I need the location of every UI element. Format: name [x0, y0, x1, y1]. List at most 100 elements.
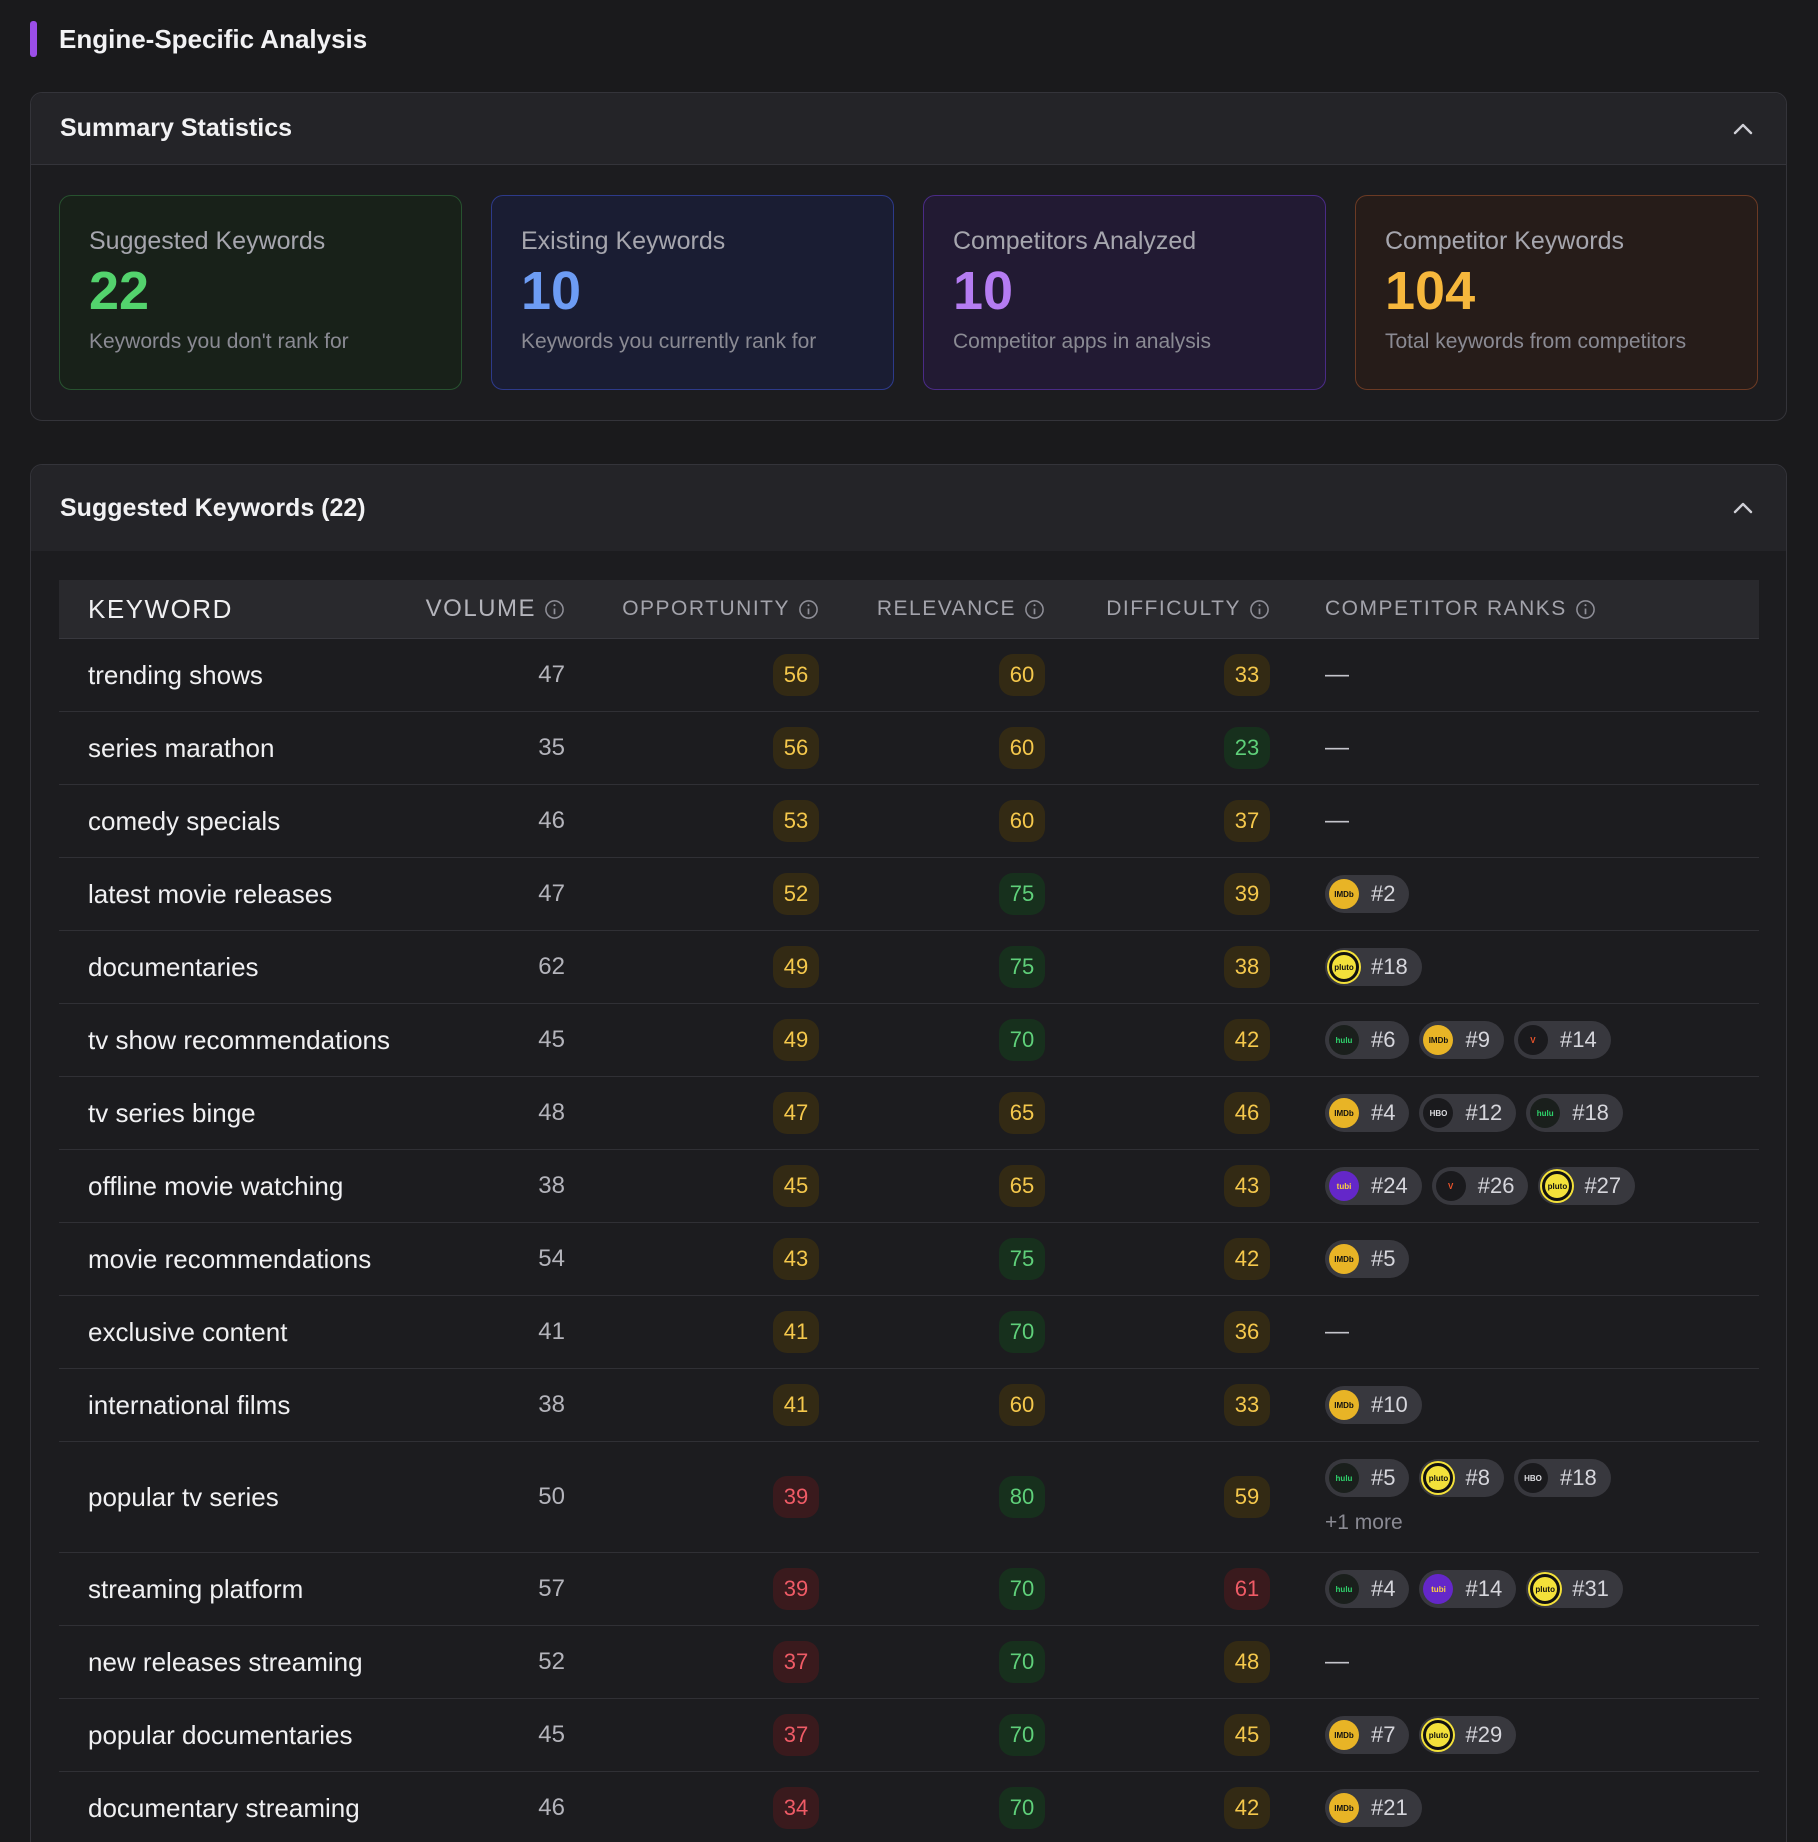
- info-icon[interactable]: [1249, 599, 1270, 620]
- competitor-rank-chip[interactable]: hulu #6: [1325, 1021, 1410, 1059]
- competitor-rank-chip[interactable]: hulu #18: [1526, 1094, 1623, 1132]
- summary-panel-header[interactable]: Summary Statistics: [31, 93, 1786, 165]
- table-row[interactable]: offline movie watching 38 45 65 43 tubi #24 V #2…: [59, 1150, 1759, 1223]
- volume-cell: 45: [538, 1026, 565, 1053]
- col-header-difficulty[interactable]: DIFFICULTY: [1045, 597, 1270, 621]
- table-row[interactable]: new releases streaming 52 37 70 48 —: [59, 1626, 1759, 1699]
- chevron-up-icon[interactable]: [1730, 495, 1756, 521]
- col-label: KEYWORD: [88, 593, 233, 624]
- table-row[interactable]: trending shows 47 56 60 33 —: [59, 639, 1759, 712]
- competitor-rank-chip[interactable]: IMDb #21: [1325, 1789, 1422, 1827]
- keyword-cell: exclusive content: [88, 1316, 288, 1347]
- competitor-rank-chip[interactable]: pluto #8: [1419, 1459, 1504, 1497]
- chevron-up-icon[interactable]: [1730, 116, 1756, 142]
- volume-cell: 47: [538, 661, 565, 688]
- table-row[interactable]: documentary streaming 46 34 70 42 IMDb #21: [59, 1772, 1759, 1842]
- competitor-rank-chip[interactable]: HBO #12: [1419, 1094, 1517, 1132]
- competitor-rank-chip[interactable]: IMDb #7: [1325, 1716, 1410, 1754]
- info-icon[interactable]: [1024, 599, 1045, 620]
- col-header-competitor-ranks[interactable]: COMPETITOR RANKS: [1270, 597, 1759, 621]
- rank-value: #5: [1371, 1465, 1396, 1490]
- more-ranks-link[interactable]: +1 more: [1325, 1511, 1403, 1534]
- relevance-cell: 60: [819, 800, 1045, 842]
- pluto-logo-icon: pluto: [1423, 1463, 1454, 1493]
- difficulty-score-badge: 46: [1224, 1092, 1270, 1134]
- info-icon[interactable]: [798, 599, 819, 620]
- relevance-score-badge: 60: [999, 727, 1045, 769]
- competitor-rank-chip[interactable]: pluto #31: [1526, 1570, 1623, 1608]
- competitor-rank-chip[interactable]: IMDb #9: [1419, 1021, 1504, 1059]
- empty-rank: —: [1325, 661, 1349, 688]
- competitor-rank-chip[interactable]: V #14: [1513, 1021, 1611, 1059]
- competitor-rank-chip[interactable]: tubi #14: [1419, 1570, 1517, 1608]
- volume-cell: 47: [538, 880, 565, 907]
- competitor-rank-chip[interactable]: V #26: [1431, 1167, 1529, 1205]
- col-header-relevance[interactable]: RELEVANCE: [819, 597, 1045, 621]
- info-icon[interactable]: [1575, 599, 1596, 620]
- opportunity-score-badge: 39: [773, 1568, 819, 1610]
- competitor-rank-chip[interactable]: tubi #24: [1325, 1167, 1422, 1205]
- table-row[interactable]: popular documentaries 45 37 70 45 IMDb #7 pluto…: [59, 1699, 1759, 1772]
- competitor-ranks-cell: —: [1270, 1648, 1759, 1676]
- competitor-ranks-cell: hulu #6 IMDb #9 V #14: [1270, 1021, 1759, 1059]
- rank-chips: IMDb #10: [1325, 1386, 1759, 1424]
- competitor-rank-chip[interactable]: IMDb #2: [1325, 875, 1410, 913]
- rank-value: #4: [1371, 1576, 1396, 1601]
- competitor-rank-chip[interactable]: pluto #27: [1538, 1167, 1636, 1205]
- difficulty-score-badge: 38: [1224, 946, 1270, 988]
- opportunity-cell: 53: [565, 800, 819, 842]
- keywords-panel-header[interactable]: Suggested Keywords (22): [31, 465, 1786, 551]
- section-header: Engine-Specific Analysis: [30, 21, 367, 57]
- table-row[interactable]: comedy specials 46 53 60 37 —: [59, 785, 1759, 858]
- difficulty-score-badge: 39: [1224, 873, 1270, 915]
- relevance-cell: 70: [819, 1019, 1045, 1061]
- col-header-opportunity[interactable]: OPPORTUNITY: [565, 597, 819, 621]
- opportunity-score-badge: 45: [773, 1165, 819, 1207]
- table-row[interactable]: exclusive content 41 41 70 36 —: [59, 1296, 1759, 1369]
- relevance-score-badge: 70: [999, 1641, 1045, 1683]
- rank-chips: IMDb #2: [1325, 875, 1759, 913]
- competitor-rank-chip[interactable]: IMDb #10: [1325, 1386, 1422, 1424]
- summary-title: Summary Statistics: [60, 114, 293, 142]
- opportunity-cell: 39: [565, 1476, 819, 1518]
- stat-card-suggested: Suggested Keywords 22 Keywords you don't…: [59, 195, 462, 390]
- table-row[interactable]: documentaries 62 49 75 38 pluto #18: [59, 931, 1759, 1004]
- col-header-volume[interactable]: VOLUME: [415, 595, 565, 623]
- difficulty-score-badge: 61: [1224, 1568, 1270, 1610]
- hbo-logo-icon: HBO: [1423, 1098, 1454, 1128]
- table-row[interactable]: tv show recommendations 45 49 70 42 hulu #6 IMD…: [59, 1004, 1759, 1077]
- competitor-rank-chip[interactable]: hulu #5: [1325, 1459, 1410, 1497]
- col-header-keyword[interactable]: KEYWORD: [59, 594, 415, 625]
- opportunity-cell: 56: [565, 654, 819, 696]
- rank-value: #4: [1371, 1100, 1396, 1125]
- pluto-logo-icon: pluto: [1542, 1171, 1573, 1201]
- competitor-rank-chip[interactable]: pluto #18: [1325, 948, 1422, 986]
- table-row[interactable]: series marathon 35 56 60 23 —: [59, 712, 1759, 785]
- competitor-rank-chip[interactable]: HBO #18: [1513, 1459, 1611, 1497]
- difficulty-cell: 33: [1045, 1384, 1270, 1426]
- competitor-rank-chip[interactable]: pluto #29: [1419, 1716, 1517, 1754]
- opportunity-cell: 37: [565, 1714, 819, 1756]
- difficulty-score-badge: 48: [1224, 1641, 1270, 1683]
- relevance-score-badge: 70: [999, 1787, 1045, 1829]
- competitor-rank-chip[interactable]: IMDb #4: [1325, 1094, 1410, 1132]
- keyword-cell: trending shows: [88, 659, 263, 690]
- table-row[interactable]: popular tv series 50 39 80 59 hulu #5 pluto #8 HB…: [59, 1442, 1759, 1553]
- rank-value: #24: [1371, 1173, 1408, 1198]
- opportunity-score-badge: 37: [773, 1714, 819, 1756]
- competitor-rank-chip[interactable]: hulu #4: [1325, 1570, 1410, 1608]
- table-row[interactable]: latest movie releases 47 52 75 39 IMDb #2: [59, 858, 1759, 931]
- difficulty-cell: 48: [1045, 1641, 1270, 1683]
- table-row[interactable]: movie recommendations 54 43 75 42 IMDb #5: [59, 1223, 1759, 1296]
- volume-cell: 62: [538, 953, 565, 980]
- table-row[interactable]: streaming platform 57 39 70 61 hulu #4 tubi #14 p…: [59, 1553, 1759, 1626]
- rank-chips: IMDb #5: [1325, 1240, 1759, 1278]
- table-row[interactable]: international films 38 41 60 33 IMDb #10: [59, 1369, 1759, 1442]
- competitor-rank-chip[interactable]: IMDb #5: [1325, 1240, 1410, 1278]
- difficulty-score-badge: 37: [1224, 800, 1270, 842]
- competitor-ranks-cell: IMDb #21: [1270, 1789, 1759, 1827]
- imdb-logo-icon: IMDb: [1329, 879, 1359, 909]
- stat-desc: Competitor apps in analysis: [953, 330, 1211, 353]
- info-icon[interactable]: [544, 599, 565, 620]
- table-row[interactable]: tv series binge 48 47 65 46 IMDb #4 HBO #12 hulu #…: [59, 1077, 1759, 1150]
